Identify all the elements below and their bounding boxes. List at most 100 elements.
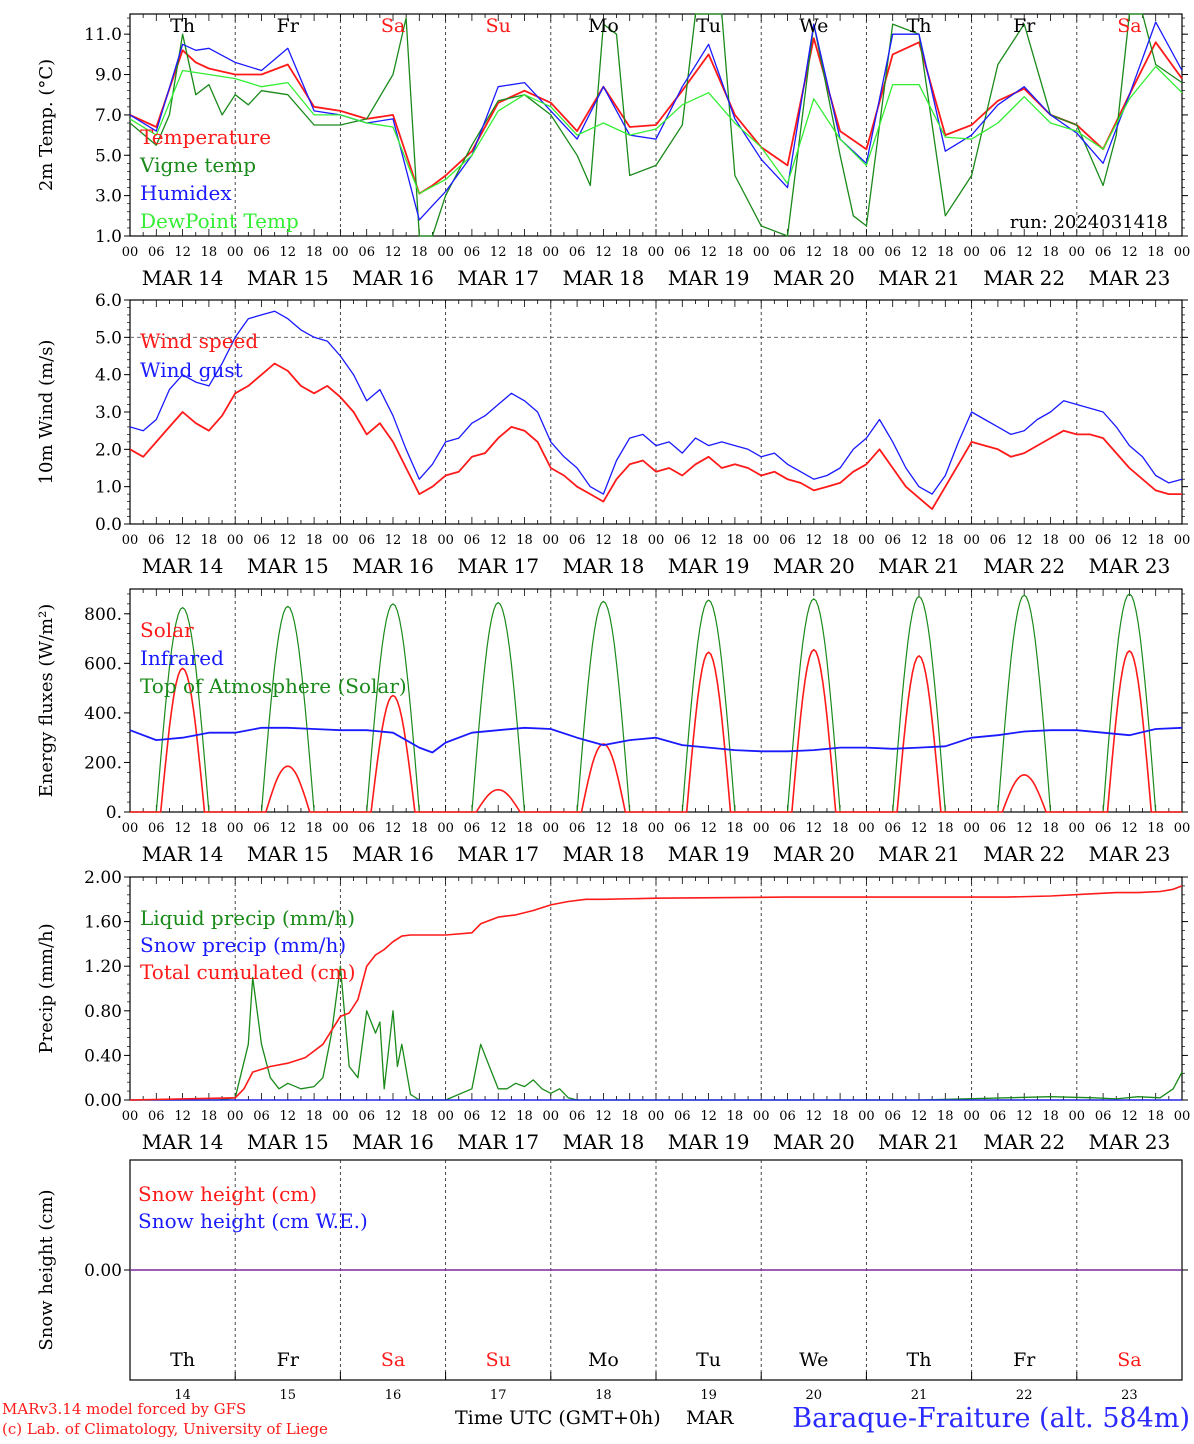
- hour-tick-label: 18: [201, 1109, 218, 1124]
- hour-tick-label: 00: [1069, 533, 1086, 548]
- hour-tick-label: 00: [648, 821, 665, 836]
- date-label: MAR 17: [457, 266, 539, 290]
- hour-tick-label: 18: [201, 533, 218, 548]
- series-line: [129, 13, 1183, 237]
- hour-tick-label: 12: [174, 245, 191, 260]
- hour-tick-label: 18: [306, 821, 323, 836]
- hour-tick-label: 18: [411, 245, 428, 260]
- hour-tick-label: 18: [1147, 533, 1164, 548]
- hour-tick-label: 18: [1147, 821, 1164, 836]
- legend-top-of-atmosphere-solar: Top of Atmosphere (Solar): [140, 674, 407, 698]
- hour-tick-label: 12: [806, 533, 823, 548]
- date-label: MAR 20: [773, 842, 855, 866]
- x-axis-label: Time UTC (GMT+0h): [455, 1407, 661, 1429]
- hour-tick-label: 18: [411, 1109, 428, 1124]
- date-label: MAR 22: [983, 554, 1065, 578]
- hour-tick-label: 18: [832, 1109, 849, 1124]
- hour-tick-label: 00: [332, 533, 349, 548]
- hour-tick-label: 06: [358, 533, 375, 548]
- hour-tick-label: 18: [516, 245, 533, 260]
- y-axis-label: Precip (mm/h): [36, 923, 57, 1053]
- date-label: MAR 16: [352, 554, 434, 578]
- legend-wind-speed: Wind speed: [140, 329, 258, 353]
- legend-vigne-temp: Vigne temp: [139, 153, 256, 177]
- model-credit: MARv3.14 model forced by GFS: [2, 1400, 246, 1418]
- date-label: MAR 14: [142, 842, 224, 866]
- hour-tick-label: 00: [332, 245, 349, 260]
- hour-tick-label: 18: [937, 1109, 954, 1124]
- hour-tick-label: 00: [227, 1109, 244, 1124]
- hour-tick-label: 06: [674, 533, 691, 548]
- hour-tick-label: 12: [1121, 245, 1138, 260]
- date-label: MAR 21: [878, 842, 960, 866]
- hour-tick-label: 06: [779, 245, 796, 260]
- y-tick-label: 2.00: [84, 868, 122, 888]
- hour-tick-label: 12: [911, 1109, 928, 1124]
- hour-tick-label: 18: [727, 1109, 744, 1124]
- hour-tick-label: 00: [648, 1109, 665, 1124]
- hour-tick-label: 12: [700, 1109, 717, 1124]
- date-label: MAR 20: [773, 1130, 855, 1154]
- date-label: MAR 15: [247, 266, 329, 290]
- series-line: [129, 362, 1182, 511]
- date-label: MAR 22: [983, 842, 1065, 866]
- hour-tick-label: 12: [700, 245, 717, 260]
- hour-tick-label: 12: [385, 533, 402, 548]
- date-label: MAR 17: [457, 1130, 539, 1154]
- hour-tick-label: 12: [385, 821, 402, 836]
- hour-tick-label: 00: [543, 1109, 560, 1124]
- date-label: MAR 20: [773, 554, 855, 578]
- hour-tick-label: 06: [884, 533, 901, 548]
- day-number-label: 17: [490, 1388, 507, 1403]
- hour-tick-label: 06: [884, 245, 901, 260]
- date-label: MAR 23: [1089, 554, 1171, 578]
- hour-tick-label: 00: [858, 533, 875, 548]
- hour-tick-label: 12: [385, 1109, 402, 1124]
- y-axis-label: Snow height (cm): [36, 1189, 57, 1350]
- y-tick-label: 0.: [106, 803, 122, 823]
- hour-tick-label: 06: [569, 821, 586, 836]
- hour-tick-label: 12: [911, 533, 928, 548]
- panel-frame: [129, 588, 1183, 813]
- hour-tick-label: 00: [648, 245, 665, 260]
- legend-solar: Solar: [140, 618, 194, 642]
- hour-tick-label: 00: [963, 245, 980, 260]
- hour-tick-label: 12: [490, 533, 507, 548]
- hour-tick-label: 12: [385, 245, 402, 260]
- panel-4: 0.00 0.40 0.80 1.20 1.60 2.00 Precip (mm/h) 00 0…: [36, 868, 1190, 1154]
- weekday-label: Fr: [277, 15, 300, 37]
- hour-tick-label: 06: [1095, 821, 1112, 836]
- hour-tick-label: 18: [621, 821, 638, 836]
- hour-tick-label: 00: [753, 245, 770, 260]
- hour-tick-label: 18: [306, 1109, 323, 1124]
- weekday-label: Tu: [696, 15, 721, 37]
- y-tick-label: 1.60: [84, 913, 122, 933]
- hour-tick-label: 00: [963, 821, 980, 836]
- hour-tick-label: 06: [779, 821, 796, 836]
- hour-tick-label: 00: [753, 533, 770, 548]
- hour-tick-label: 00: [858, 245, 875, 260]
- hour-tick-label: 06: [358, 821, 375, 836]
- hour-tick-label: 18: [1147, 1109, 1164, 1124]
- date-label: MAR 20: [773, 266, 855, 290]
- hour-tick-label: 18: [1042, 1109, 1059, 1124]
- hour-tick-label: 00: [543, 821, 560, 836]
- hour-tick-label: 06: [674, 821, 691, 836]
- date-label: MAR 16: [352, 266, 434, 290]
- hour-tick-label: 00: [332, 1109, 349, 1124]
- y-tick-label: 11.0: [84, 25, 122, 45]
- hour-tick-label: 06: [464, 1109, 481, 1124]
- hour-tick-label: 12: [1121, 533, 1138, 548]
- panel-frame: [129, 299, 1183, 525]
- y-tick-label: 200.: [84, 753, 122, 773]
- month-label: MAR: [686, 1407, 734, 1429]
- hour-tick-label: 00: [753, 1109, 770, 1124]
- hour-tick-label: 06: [779, 533, 796, 548]
- hour-tick-label: 06: [990, 821, 1007, 836]
- y-axis-label: 2m Temp. (°C): [36, 59, 57, 191]
- legend-temperature: Temperature: [140, 125, 271, 149]
- hour-tick-label: 06: [464, 245, 481, 260]
- hour-tick-label: 00: [227, 533, 244, 548]
- day-number-label: 23: [1121, 1388, 1138, 1403]
